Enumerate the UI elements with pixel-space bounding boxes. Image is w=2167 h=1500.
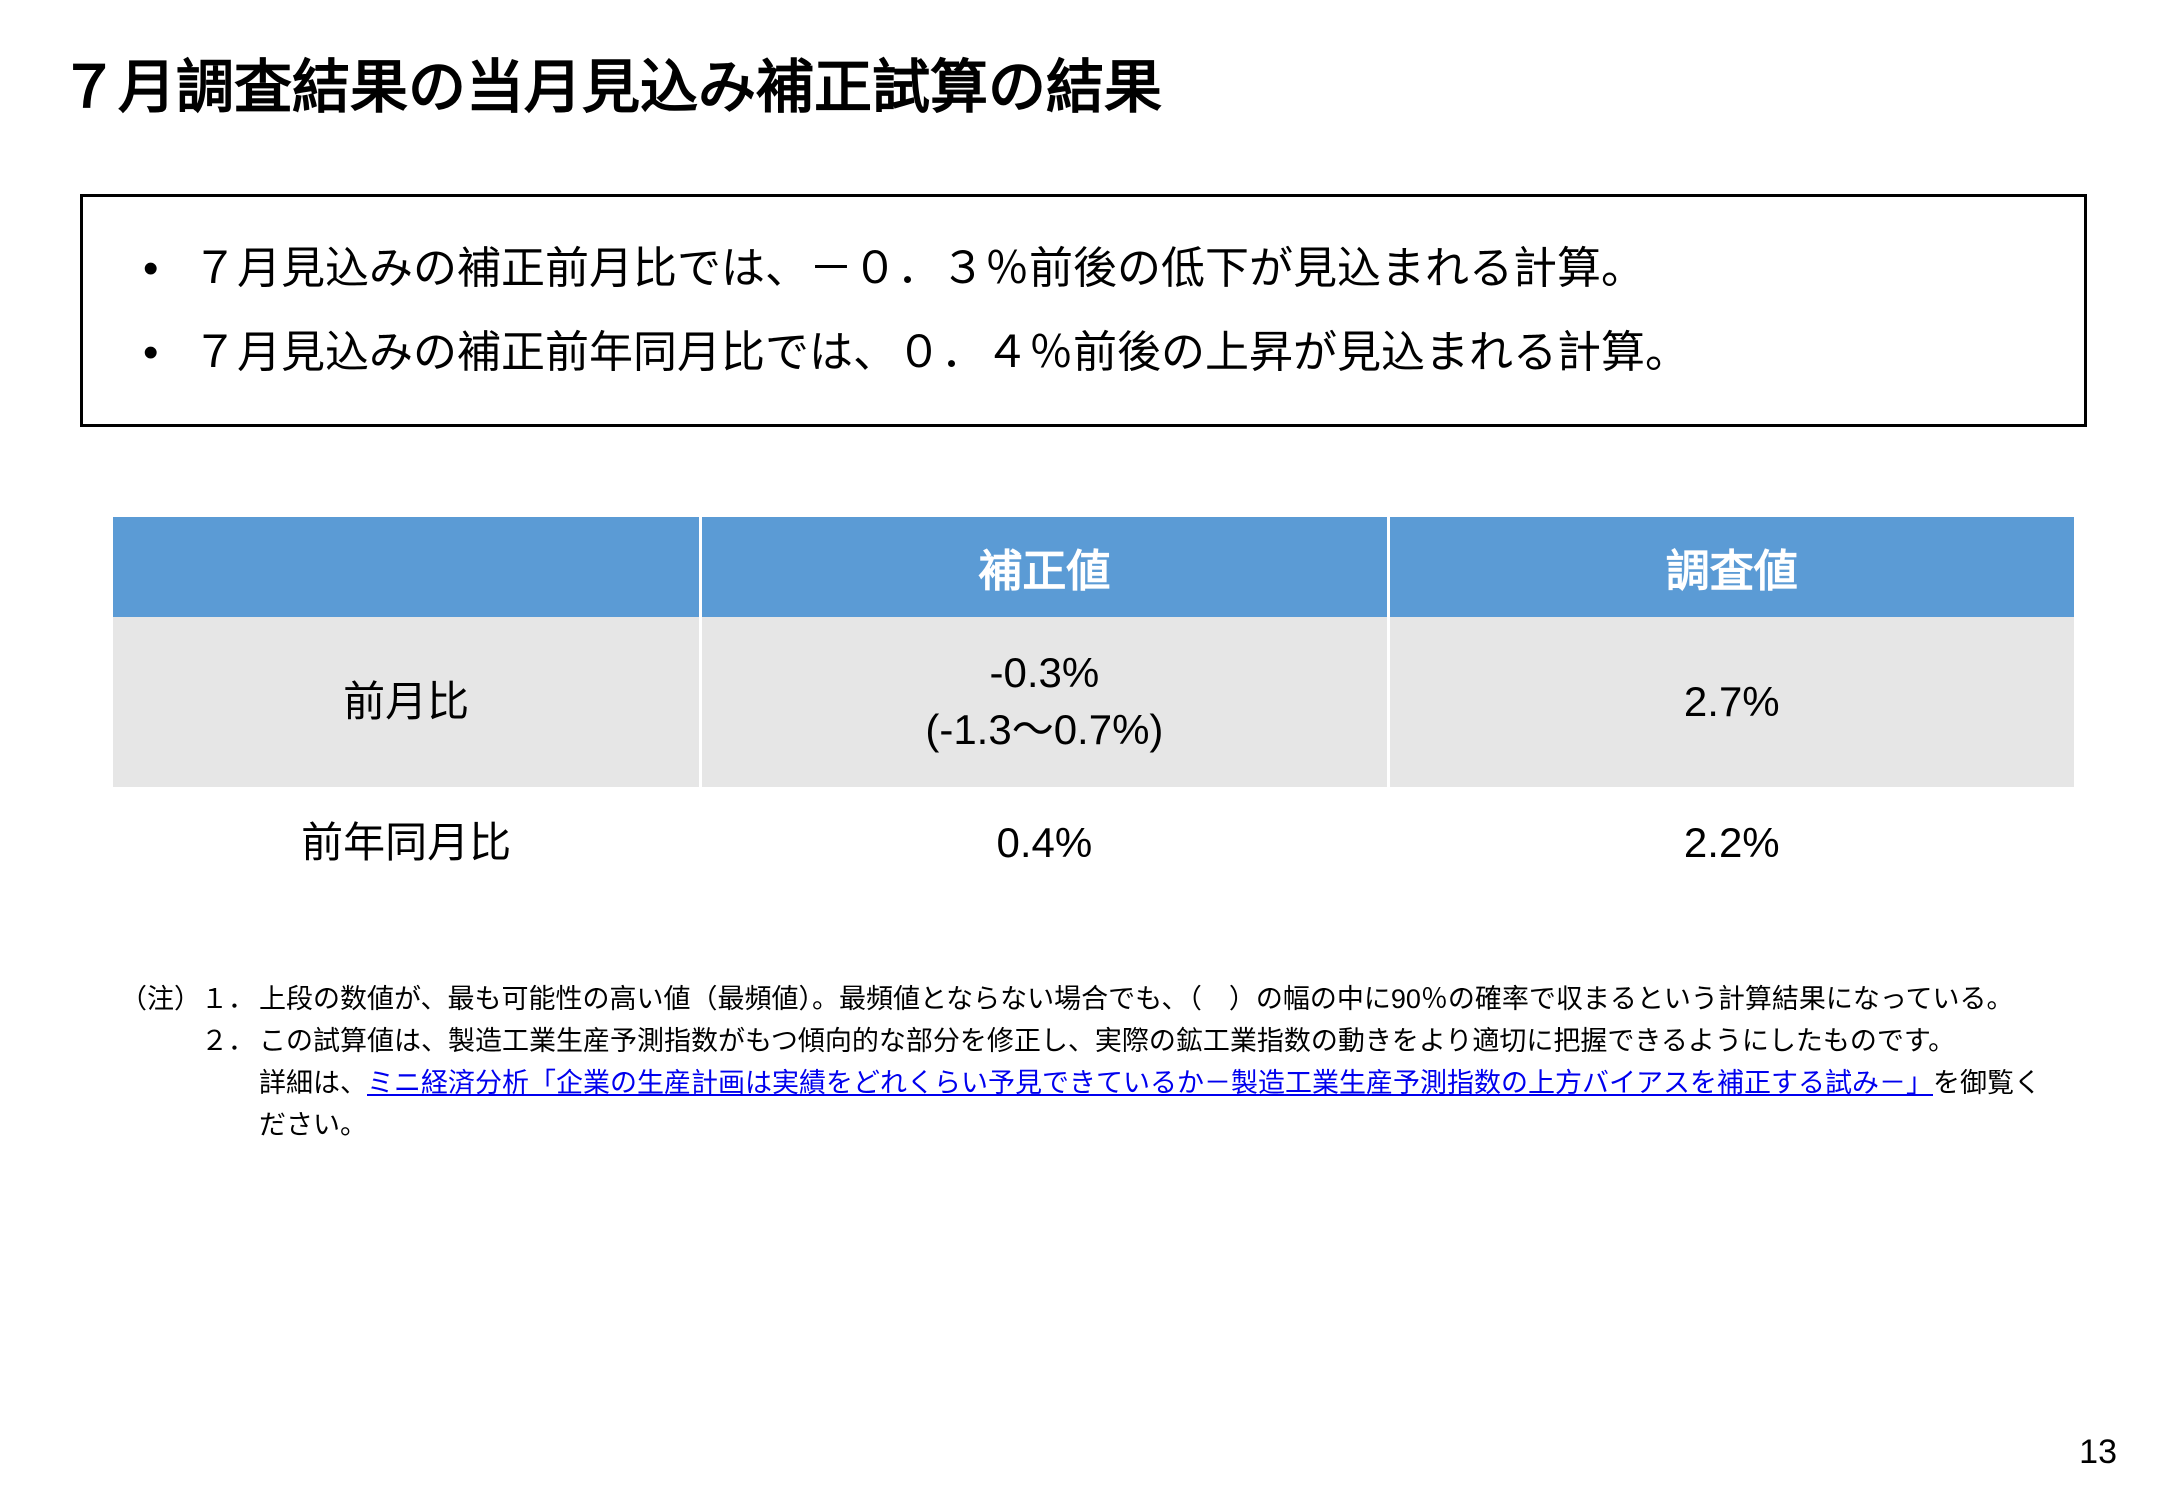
- corrected-cell: -0.3% (-1.3～0.7%): [701, 617, 1388, 786]
- table-header-cell: 調査値: [1388, 517, 2075, 617]
- summary-box: ７月見込みの補正前月比では、－０．３％前後の低下が見込まれる計算。 ７月見込みの…: [80, 194, 2087, 427]
- table-row: 前月比 -0.3% (-1.3～0.7%) 2.7%: [112, 617, 2076, 786]
- note-number: ２．: [201, 1021, 259, 1063]
- note-text: この試算値は、製造工業生産予測指数がもつ傾向的な部分を修正し、実際の鉱工業指数の…: [259, 1021, 2057, 1147]
- slide-title: ７月調査結果の当月見込み補正試算の結果: [60, 40, 2117, 124]
- row-label: 前年同月比: [112, 787, 701, 900]
- bullet-item: ７月見込みの補正前年同月比では、０．４％前後の上昇が見込まれる計算。: [143, 311, 2044, 395]
- data-table: 補正値 調査値 前月比 -0.3% (-1.3～0.7%) 2.7% 前年同月比…: [110, 517, 2077, 899]
- table-row: 前年同月比 0.4% 2.2%: [112, 787, 2076, 900]
- footnotes: （注） １． 上段の数値が、最も可能性の高い値（最頻値）。最頻値とならない場合で…: [120, 979, 2057, 1146]
- row-label: 前月比: [112, 617, 701, 786]
- bullet-item: ７月見込みの補正前月比では、－０．３％前後の低下が見込まれる計算。: [143, 227, 2044, 311]
- table-header-row: 補正値 調査値: [112, 517, 2076, 617]
- reference-link[interactable]: ミニ経済分析「企業の生産計画は実績をどれくらい予見できているか－製造工業生産予測…: [367, 1068, 1933, 1098]
- corrected-range: (-1.3～0.7%): [925, 706, 1163, 753]
- note-number: １．: [201, 979, 259, 1021]
- table-header-cell: [112, 517, 701, 617]
- table-header-cell: 補正値: [701, 517, 1388, 617]
- corrected-cell: 0.4%: [701, 787, 1388, 900]
- note-text: 上段の数値が、最も可能性の高い値（最頻値）。最頻値とならない場合でも、（ ）の幅…: [259, 979, 2057, 1021]
- survey-cell: 2.2%: [1388, 787, 2075, 900]
- notes-prefix: （注）: [120, 979, 201, 1021]
- survey-cell: 2.7%: [1388, 617, 2075, 786]
- data-table-wrap: 補正値 調査値 前月比 -0.3% (-1.3～0.7%) 2.7% 前年同月比…: [110, 517, 2077, 899]
- corrected-main: -0.3%: [990, 649, 1100, 696]
- page-number: 13: [2079, 1433, 2117, 1472]
